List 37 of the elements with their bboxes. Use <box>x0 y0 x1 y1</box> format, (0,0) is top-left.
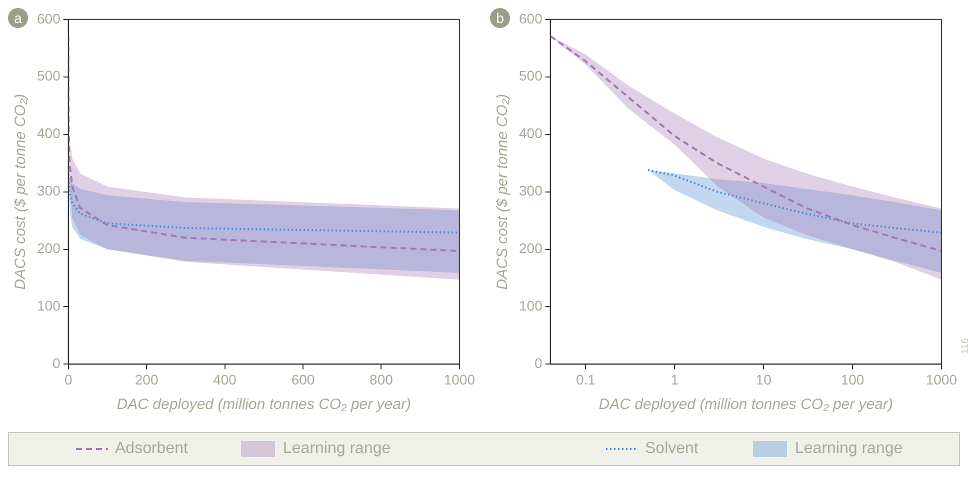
y-tick-label: 200 <box>519 240 543 256</box>
y-tick-label: 300 <box>37 182 61 199</box>
y-tick-label: 500 <box>37 68 61 84</box>
x-tick-label: 200 <box>134 371 158 388</box>
x-axis-title: DAC deployed (million tonnes CO₂ per year) <box>116 396 411 414</box>
x-tick-label: 0 <box>64 371 72 388</box>
text: 116 <box>960 338 968 354</box>
x-axis-title: DAC deployed (million tonnes CO₂ per year) <box>598 396 893 414</box>
x-tick-label: 600 <box>291 371 315 388</box>
legend-label: Solvent <box>645 440 698 458</box>
y-tick-label: 500 <box>519 68 543 84</box>
legend-label: Adsorbent <box>115 440 188 458</box>
x-tick-label: 400 <box>213 371 237 388</box>
y-tick-label: 600 <box>37 10 61 26</box>
y-tick-label: 100 <box>519 298 543 314</box>
chart-title: a <box>8 8 28 28</box>
x-tick-label: 10 <box>756 371 772 388</box>
x-tick-label: 800 <box>370 371 394 388</box>
x-tick-label: 100 <box>840 371 864 388</box>
y-axis-title: DACS cost ($ per tonne CO₂) <box>494 94 512 290</box>
y-tick-label: 100 <box>37 298 61 314</box>
text: Learning range <box>795 440 903 458</box>
y-tick-label: 200 <box>37 240 61 256</box>
line-series <box>68 168 460 234</box>
text: Learning range <box>283 440 391 458</box>
y-tick-label: 0 <box>534 355 543 372</box>
y-tick-label: 400 <box>519 125 543 142</box>
x-tick-label: 1000 <box>444 371 476 388</box>
chart-title: b <box>490 8 510 28</box>
x-tick-label: 1000 <box>926 371 958 388</box>
y-tick-label: 400 <box>37 125 61 142</box>
y-axis-title: DACS cost ($ per tonne CO₂) <box>12 94 30 290</box>
y-tick-label: 600 <box>519 10 543 26</box>
x-tick-label: 1 <box>670 371 679 388</box>
y-tick-label: 0 <box>52 355 61 372</box>
y-tick-label: 300 <box>519 182 543 199</box>
x-tick-label: 0.1 <box>576 371 596 388</box>
